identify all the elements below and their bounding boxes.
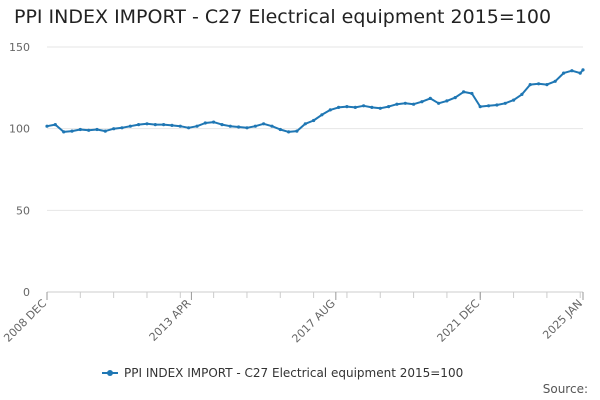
data-point bbox=[337, 105, 341, 109]
data-point bbox=[145, 122, 149, 126]
data-point bbox=[112, 127, 116, 131]
x-tick-label: 2013 APR bbox=[147, 297, 194, 344]
data-point bbox=[378, 106, 382, 110]
data-point bbox=[453, 96, 457, 100]
data-point bbox=[187, 126, 191, 130]
data-point bbox=[278, 127, 282, 132]
legend-series-icon bbox=[102, 370, 118, 376]
data-point bbox=[212, 120, 216, 124]
x-tick-label: 2021 DEC bbox=[435, 297, 483, 345]
data-point bbox=[312, 118, 316, 123]
series-line bbox=[46, 69, 584, 133]
data-point bbox=[578, 71, 582, 75]
data-point bbox=[78, 127, 82, 132]
data-point bbox=[420, 100, 424, 104]
y-tick-label: 50 bbox=[16, 204, 30, 217]
data-point bbox=[537, 82, 541, 86]
data-point bbox=[470, 91, 474, 96]
y-tick-label: 0 bbox=[23, 286, 30, 299]
data-point bbox=[245, 126, 249, 130]
data-point bbox=[120, 126, 124, 130]
data-point bbox=[220, 123, 224, 127]
x-tick-label: 2025 JAN bbox=[540, 297, 585, 342]
data-point bbox=[570, 69, 574, 73]
data-point bbox=[253, 124, 257, 128]
data-point bbox=[203, 121, 207, 125]
data-point bbox=[262, 122, 266, 126]
data-point bbox=[195, 124, 199, 128]
data-point bbox=[520, 92, 524, 96]
data-point bbox=[328, 108, 332, 112]
data-point bbox=[437, 101, 441, 105]
data-point bbox=[178, 124, 182, 128]
data-point bbox=[445, 99, 449, 103]
chart-legend[interactable]: PPI INDEX IMPORT - C27 Electrical equipm… bbox=[102, 366, 463, 380]
data-point bbox=[487, 104, 491, 108]
data-point bbox=[462, 90, 466, 94]
data-point bbox=[303, 122, 307, 126]
x-tick-label: 2017 AUG bbox=[289, 297, 338, 346]
source-label: Source: bbox=[542, 382, 588, 396]
y-tick-label: 100 bbox=[9, 123, 30, 136]
data-point bbox=[581, 68, 585, 72]
data-point bbox=[553, 79, 557, 83]
data-point bbox=[511, 98, 516, 102]
data-point bbox=[362, 104, 366, 108]
data-point bbox=[237, 125, 241, 129]
data-point bbox=[228, 124, 232, 128]
data-point bbox=[478, 105, 482, 109]
data-point bbox=[162, 123, 166, 127]
data-point bbox=[45, 124, 49, 128]
data-point bbox=[395, 102, 399, 106]
legend-series-label: PPI INDEX IMPORT - C27 Electrical equipm… bbox=[124, 366, 464, 380]
data-point bbox=[287, 130, 291, 134]
data-point bbox=[103, 129, 107, 133]
data-point bbox=[95, 127, 99, 132]
data-point bbox=[428, 96, 432, 100]
data-point bbox=[412, 102, 416, 106]
data-point bbox=[295, 129, 299, 133]
data-point bbox=[128, 124, 132, 128]
data-point bbox=[53, 123, 57, 127]
data-point bbox=[387, 105, 391, 109]
x-tick-label: 2008 DEC bbox=[1, 297, 49, 345]
page-title: PPI INDEX IMPORT - C27 Electrical equipm… bbox=[14, 6, 552, 28]
data-point bbox=[270, 124, 274, 128]
data-point bbox=[87, 128, 91, 132]
data-point bbox=[153, 123, 157, 127]
data-point bbox=[495, 103, 499, 107]
data-point bbox=[170, 123, 174, 127]
data-point bbox=[137, 123, 141, 127]
data-point bbox=[545, 83, 549, 87]
data-point bbox=[370, 105, 374, 109]
data-point bbox=[345, 105, 349, 109]
data-point bbox=[70, 129, 74, 133]
data-point bbox=[562, 71, 566, 75]
data-point bbox=[528, 83, 532, 87]
data-point bbox=[503, 101, 507, 105]
data-point bbox=[62, 130, 66, 134]
data-point bbox=[403, 101, 407, 105]
y-tick-label: 150 bbox=[9, 41, 30, 54]
data-point bbox=[320, 113, 324, 117]
data-point bbox=[353, 105, 357, 109]
